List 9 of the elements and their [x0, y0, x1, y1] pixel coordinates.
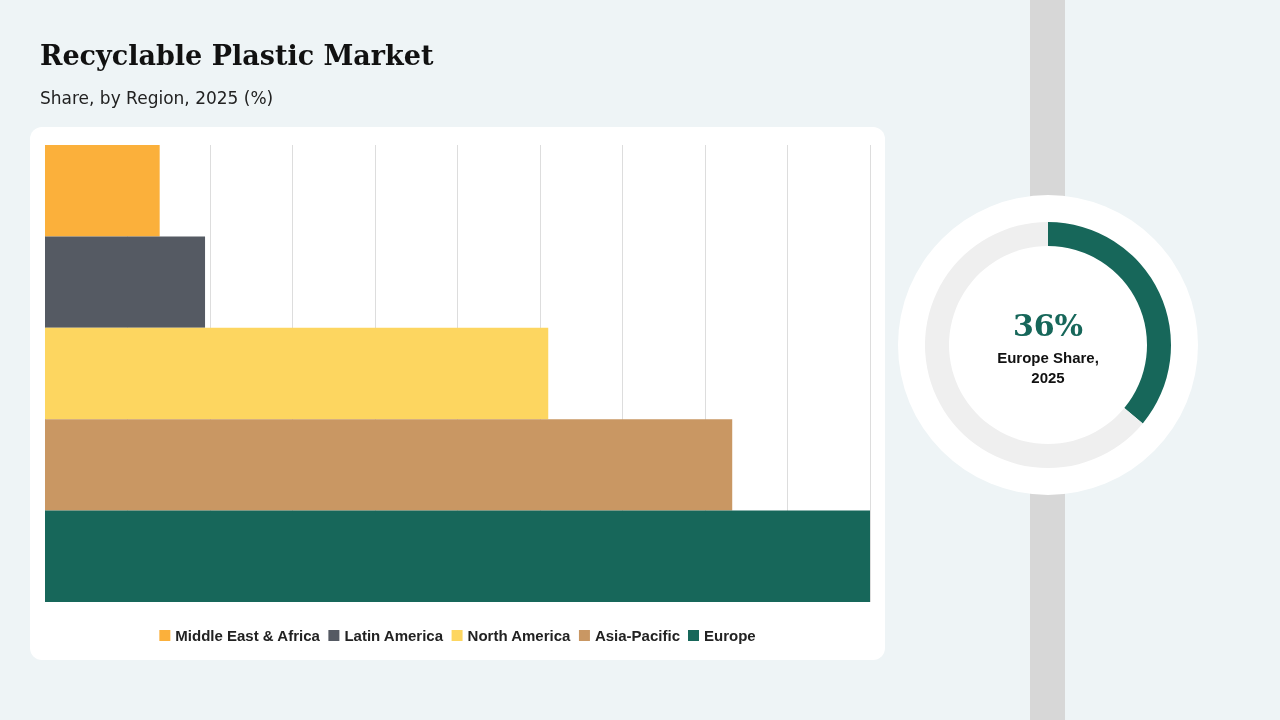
chart-subtitle: Share, by Region, 2025 (%) — [40, 88, 274, 108]
slice-label: Europe Share, 2025 — [997, 348, 1099, 386]
legend-label: Europe — [703, 627, 756, 644]
data-label: 36% — [1012, 307, 1084, 343]
chart-title: Recyclable Plastic Market — [40, 40, 434, 71]
legend-label: Latin America — [344, 627, 444, 644]
legend-label: North America — [467, 627, 572, 644]
legend-label: Middle East & Africa — [175, 627, 321, 644]
legend-label: Asia-Pacific — [594, 627, 680, 644]
